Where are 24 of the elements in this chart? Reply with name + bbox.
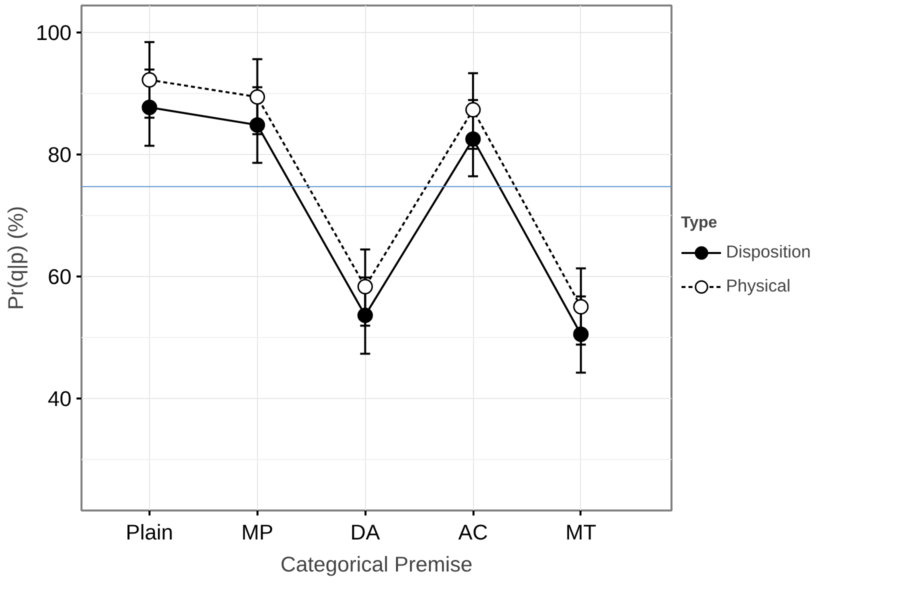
x-tick-label: MP [241, 520, 274, 544]
point [573, 326, 589, 342]
y-tick-label: 40 [48, 386, 72, 411]
legend-label: Disposition [726, 242, 811, 262]
y-tick-label: 80 [48, 142, 72, 167]
y-tick-label: 100 [36, 20, 72, 45]
point [465, 131, 481, 147]
point [142, 100, 158, 116]
legend-label: Physical [726, 276, 791, 296]
point [357, 278, 373, 294]
point [142, 72, 158, 88]
x-tick-label: MT [566, 520, 596, 544]
x-tick-label: Plain [126, 520, 174, 544]
point [465, 102, 481, 118]
point [357, 308, 373, 324]
x-axis-title: Categorical Premise [280, 552, 473, 576]
point [250, 89, 266, 105]
point [250, 117, 266, 133]
y-axis-title: Pr(q|p) (%) [4, 206, 28, 310]
point [573, 299, 589, 315]
x-tick-label: DA [350, 520, 381, 544]
y-tick-label: 60 [48, 264, 72, 289]
x-tick-label: AC [458, 520, 488, 544]
legend-title: Type [681, 214, 718, 232]
